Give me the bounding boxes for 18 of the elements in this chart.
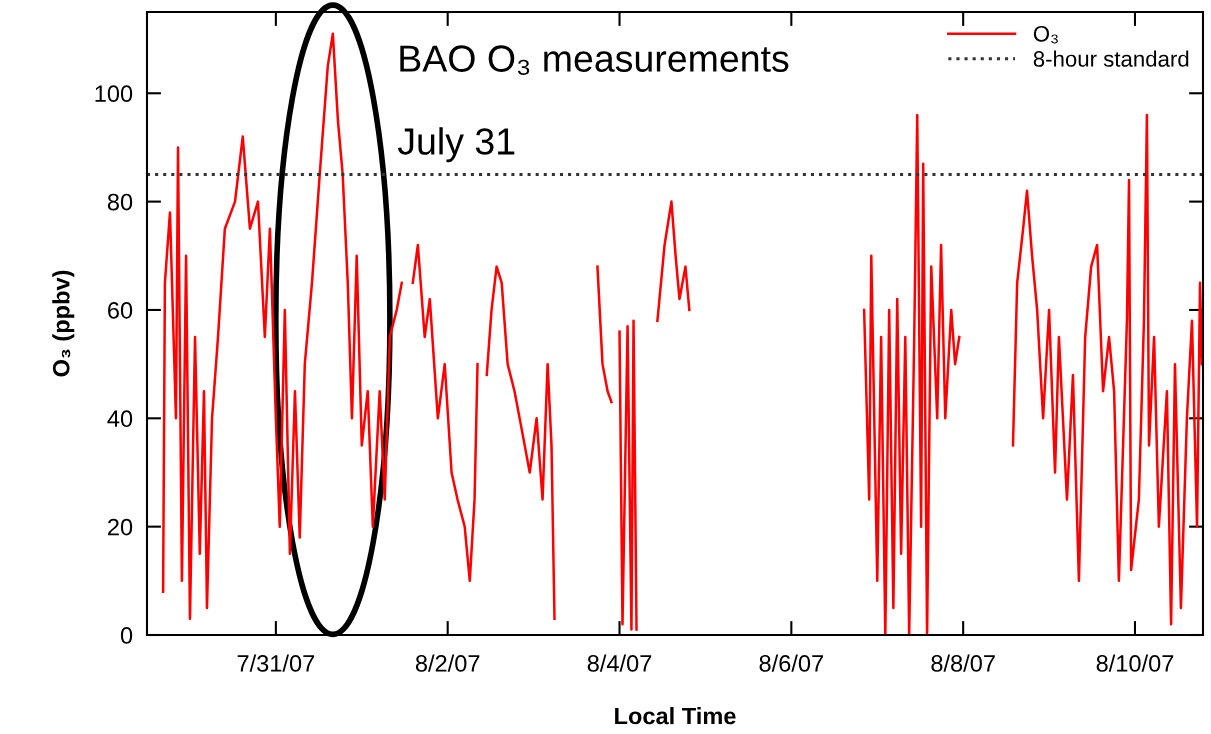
x-tick-label: 8/8/07 [931,654,995,672]
legend-label: 8-hour standard [1033,50,1189,67]
y-tick-label: 40 [107,410,133,428]
y-tick-label: 0 [120,627,133,644]
x-tick-label: 8/2/07 [415,654,480,672]
y-tick-label: 100 [95,85,133,103]
x-axis-title: Local Time [615,707,736,725]
y-tick-label: 20 [108,518,133,536]
annotation: July 31 [397,127,515,163]
y-tick-label: 60 [108,302,133,319]
x-tick-label: 8/10/07 [1096,654,1174,672]
legend-label: O₃ [1033,25,1058,44]
annotation: BAO O₃ measurements [400,45,789,75]
x-tick-label: 7/31/07 [237,654,315,672]
y-axis-title: O₃ (ppbv) [52,270,75,377]
x-tick-label: 8/6/07 [759,654,823,672]
x-tick-label: 8/4/07 [587,654,652,672]
y-tick-label: 80 [107,193,133,211]
